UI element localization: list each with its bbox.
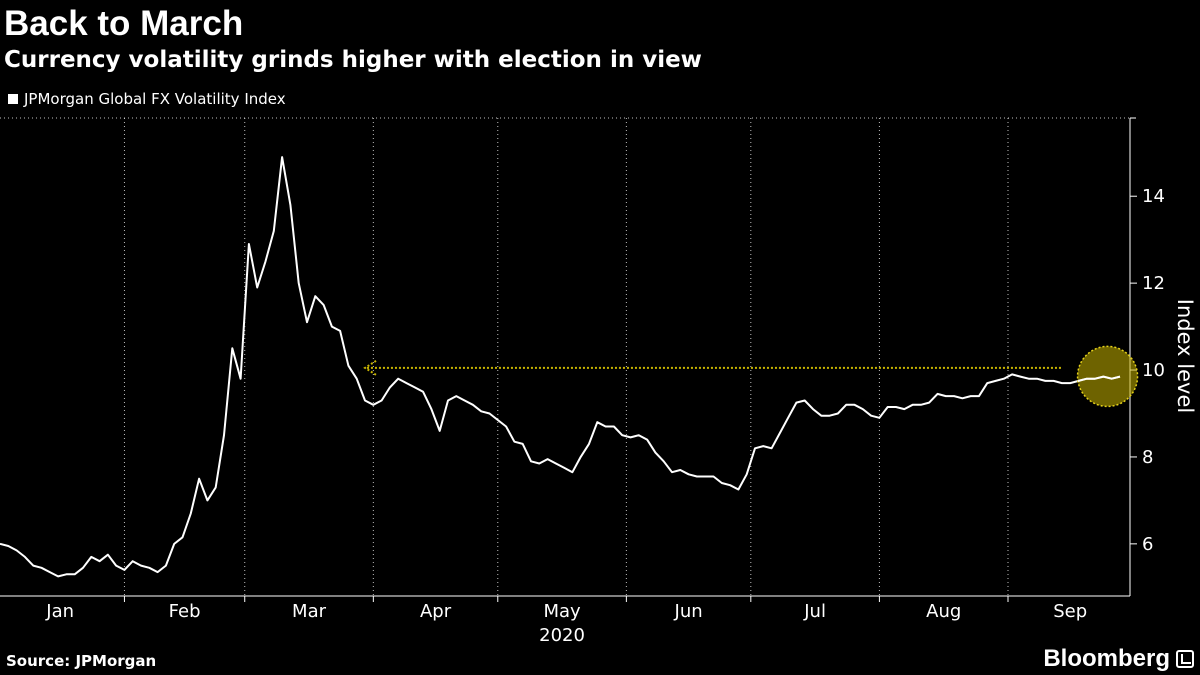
annotation-arrow-head xyxy=(363,360,377,376)
legend-label: JPMorgan Global FX Volatility Index xyxy=(24,90,286,108)
chart-legend: JPMorgan Global FX Volatility Index xyxy=(8,90,286,108)
y-tick-label: 6 xyxy=(1142,534,1153,555)
x-tick-label: Feb xyxy=(169,601,201,622)
chart-title: Back to March xyxy=(4,4,244,43)
y-axis-title: Index level xyxy=(1173,299,1197,413)
brand-logo: Bloomberg xyxy=(1043,645,1194,673)
x-tick-label: Jun xyxy=(674,601,703,622)
x-year-label: 2020 xyxy=(539,625,585,646)
y-tick-label: 10 xyxy=(1142,360,1165,381)
series-line xyxy=(0,156,1121,578)
x-tick-label: May xyxy=(543,601,581,622)
highlight-circle xyxy=(1076,345,1139,408)
y-tick-label: 14 xyxy=(1142,186,1165,207)
x-tick-label: Sep xyxy=(1053,601,1087,622)
y-tick-label: 12 xyxy=(1142,273,1165,294)
brand-name: Bloomberg xyxy=(1043,645,1170,672)
series-line-highlighted xyxy=(1077,346,1121,407)
source-note: Source: JPMorgan xyxy=(6,652,157,670)
bloomberg-chart-icon xyxy=(1176,650,1194,668)
legend-swatch xyxy=(8,94,18,104)
x-tick-label: Apr xyxy=(420,601,452,622)
y-tick-label: 8 xyxy=(1142,447,1153,468)
x-tick-label: Aug xyxy=(926,601,961,622)
chart-subtitle: Currency volatility grinds higher with e… xyxy=(4,47,702,73)
x-tick-label: Jan xyxy=(45,601,74,622)
x-tick-label: Mar xyxy=(292,601,327,622)
x-tick-label: Jul xyxy=(803,601,826,622)
